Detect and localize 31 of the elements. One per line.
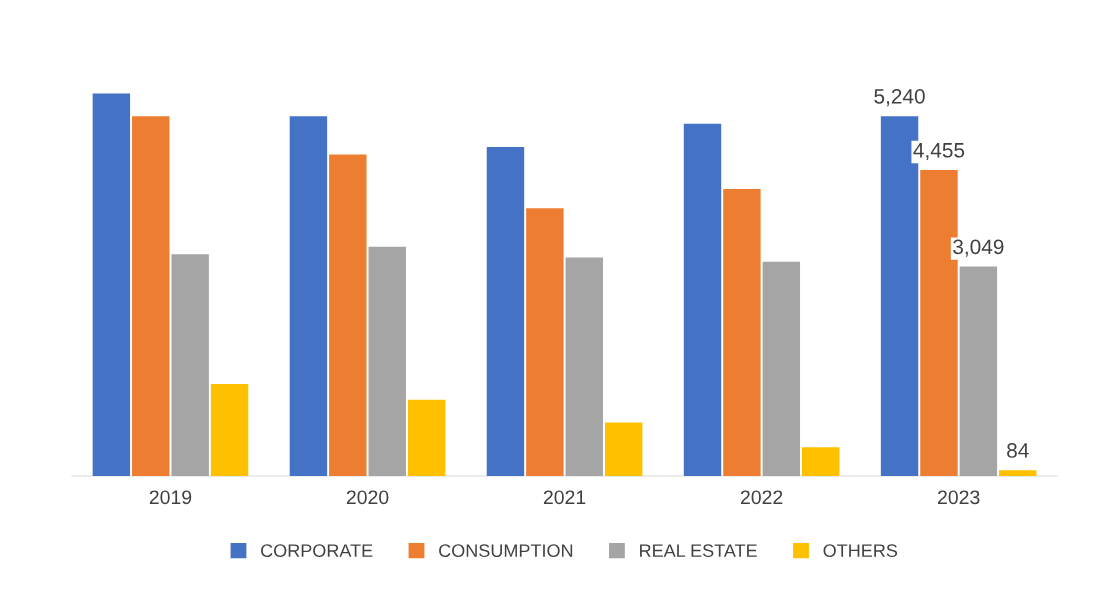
bar xyxy=(683,123,722,476)
bar xyxy=(565,257,603,476)
x-tick-label: 2020 xyxy=(346,490,389,505)
bar xyxy=(92,93,131,476)
bar xyxy=(999,470,1037,476)
legend-label: CORPORATE xyxy=(261,544,373,558)
data-label: 5,240 xyxy=(874,88,925,107)
bar xyxy=(407,399,446,476)
bar xyxy=(171,254,209,476)
bar xyxy=(762,261,801,476)
x-tick-label: 2021 xyxy=(543,490,586,505)
bar xyxy=(802,447,840,476)
bar xyxy=(486,147,525,476)
legend-label: OTHERS xyxy=(823,544,898,558)
legend-label: CONSUMPTION xyxy=(439,544,573,558)
bar xyxy=(289,116,328,476)
bar xyxy=(210,383,249,476)
bar xyxy=(132,116,170,476)
data-label: 4,455 xyxy=(913,143,965,161)
x-tick-label: 2019 xyxy=(149,490,192,505)
data-label: 84 xyxy=(1007,443,1029,458)
bar xyxy=(959,266,998,476)
x-tick-label: 2023 xyxy=(938,490,980,505)
legend-label: REAL ESTATE xyxy=(640,544,757,558)
data-label: 3,049 xyxy=(953,239,1004,257)
bar xyxy=(723,188,761,476)
bar xyxy=(329,154,367,476)
bar xyxy=(604,422,643,476)
bar xyxy=(526,208,564,476)
bar xyxy=(368,246,406,476)
x-tick-label: 2022 xyxy=(740,490,783,505)
